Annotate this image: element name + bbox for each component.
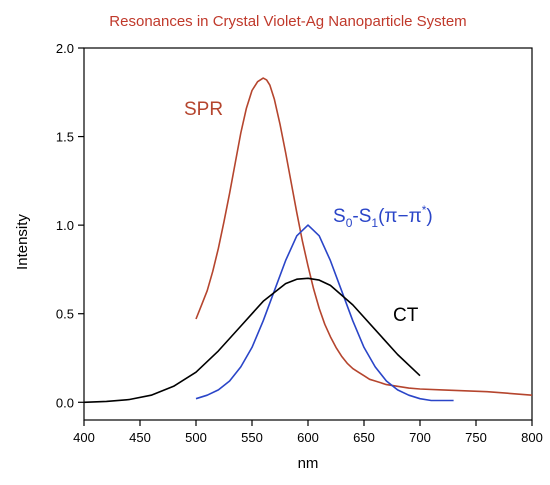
series-line-ct [83,277,421,404]
series-layer [83,77,533,404]
y-tick-label: 0.0 [56,395,74,410]
x-tick-label: 750 [465,430,487,445]
y-tick-label: 1.0 [56,218,74,233]
y-tick-label: 0.5 [56,307,74,322]
series-label-s0s1: S0-S1(π−π*) [333,203,433,230]
y-axis: 0.0 0.5 1.0 1.5 2.0 [56,41,84,410]
x-axis-label: nm [298,455,319,472]
x-axis: 400 450 500 550 600 650 700 750 800 [73,420,543,445]
series-label-spr: SPR [184,99,223,120]
y-tick-label: 2.0 [56,41,74,56]
y-tick-label: 1.5 [56,130,74,145]
x-tick-label: 700 [409,430,431,445]
series-line-spr [195,77,533,396]
chart-title: Resonances in Crystal Violet-Ag Nanopart… [109,13,466,30]
series-label-ct: CT [393,305,419,326]
x-tick-label: 800 [521,430,543,445]
x-tick-label: 650 [353,430,375,445]
series-line-s0s1 [195,224,454,402]
x-tick-label: 600 [297,430,319,445]
plot-frame [83,47,533,421]
y-axis-label: Intensity [14,214,31,270]
x-tick-label: 550 [241,430,263,445]
x-tick-label: 500 [185,430,207,445]
x-tick-label: 450 [129,430,151,445]
x-tick-label: 400 [73,430,95,445]
